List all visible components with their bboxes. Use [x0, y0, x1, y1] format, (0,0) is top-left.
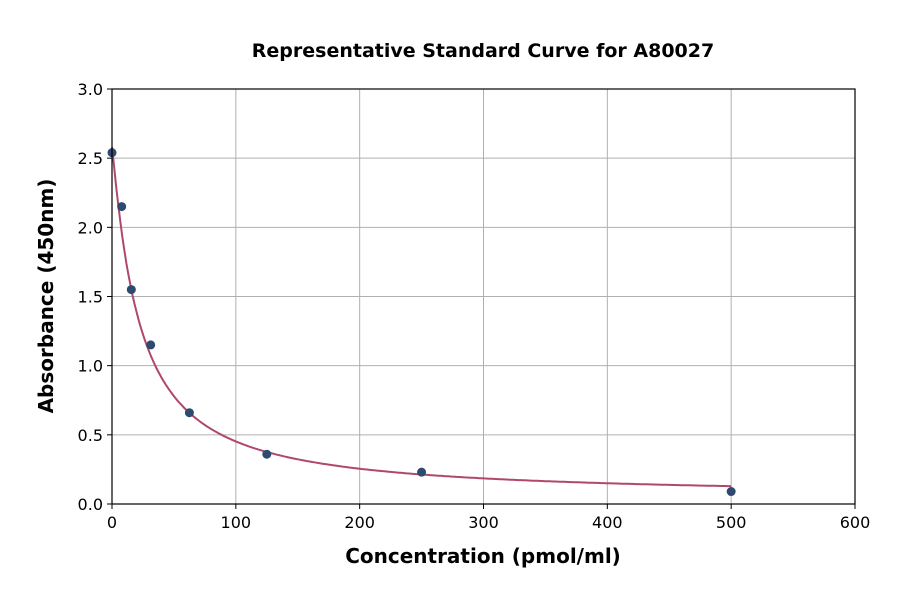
data-point [726, 487, 736, 497]
data-point [126, 285, 136, 295]
y-tick-label: 3.0 [78, 80, 103, 99]
x-tick-label: 200 [344, 513, 375, 532]
chart-title: Representative Standard Curve for A80027 [252, 40, 714, 62]
data-point [117, 202, 127, 212]
y-tick-label: 0.0 [78, 495, 103, 514]
y-tick-label: 1.0 [78, 357, 103, 376]
x-tick-label: 400 [592, 513, 623, 532]
x-tick-label: 600 [840, 513, 871, 532]
x-tick-label: 300 [468, 513, 499, 532]
data-point [146, 340, 156, 350]
fit-curve [111, 146, 732, 488]
y-tick-label: 2.0 [78, 218, 103, 237]
data-point [184, 408, 194, 418]
x-axis-label: Concentration (pmol/ml) [345, 544, 621, 568]
x-tick-label: 500 [716, 513, 747, 532]
ticks: 0 100 200 300 400 500 600 0.0 0.5 1.0 1.5 2.0 2.5 3.0 [78, 80, 871, 532]
x-tick-label: 100 [221, 513, 252, 532]
y-tick-label: 2.5 [78, 149, 103, 168]
x-tick-label: 0 [107, 513, 117, 532]
y-tick-label: 0.5 [78, 426, 103, 445]
data-point [417, 467, 427, 477]
data-point [262, 449, 272, 459]
grid [111, 88, 856, 505]
y-tick-label: 1.5 [78, 288, 103, 307]
y-axis-label: Absorbance (450nm) [34, 179, 58, 414]
data-points [107, 148, 736, 497]
